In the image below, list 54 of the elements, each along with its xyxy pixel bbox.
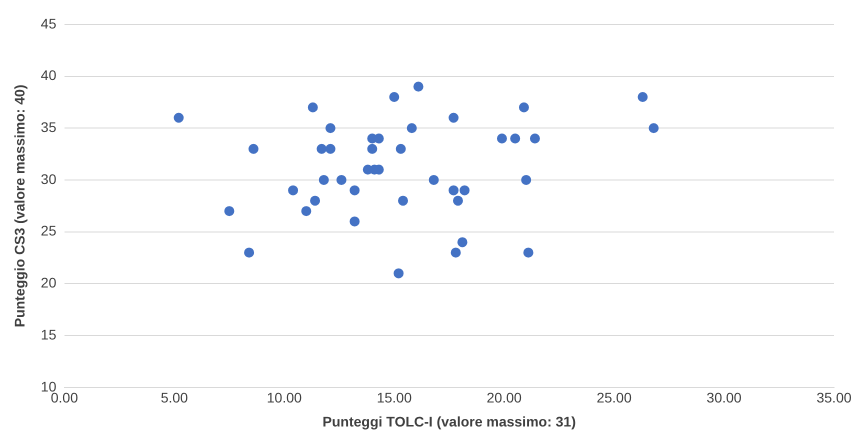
point	[448, 185, 459, 196]
x-tick-label: 15.00	[376, 390, 412, 406]
point	[648, 123, 659, 134]
point	[521, 174, 532, 185]
point	[336, 174, 346, 185]
point	[174, 112, 184, 123]
point	[350, 216, 360, 226]
point	[288, 185, 298, 196]
point	[496, 133, 507, 144]
point	[523, 248, 534, 258]
y-tick-label: 15	[40, 326, 57, 342]
x-tick-label: 30.00	[706, 390, 742, 406]
x-tick-label: 20.00	[486, 390, 522, 406]
y-tick-label: 30	[40, 170, 57, 187]
point	[460, 185, 470, 196]
point	[389, 92, 400, 102]
point	[316, 144, 327, 154]
x-tick-label: 35.00	[816, 390, 852, 406]
point	[406, 123, 417, 134]
point	[530, 133, 540, 144]
point	[310, 196, 320, 206]
point	[510, 133, 520, 144]
point	[428, 174, 439, 185]
point	[325, 123, 336, 134]
y-tick-label: 40	[40, 67, 57, 84]
point	[394, 268, 404, 278]
point	[638, 92, 648, 102]
y-tick-label: 10	[40, 378, 57, 394]
point	[413, 82, 424, 92]
point	[396, 144, 406, 154]
y-tick-label: 25	[40, 222, 57, 239]
x-tick-label: 10.00	[266, 390, 302, 406]
point	[308, 102, 318, 112]
y-tick-label: 45	[40, 15, 57, 32]
point	[518, 102, 529, 112]
point	[452, 196, 463, 206]
x-tick-label: 25.00	[596, 390, 632, 406]
y-tick-label: 20	[40, 274, 57, 291]
point	[318, 174, 329, 185]
y-axis-title: Punteggio CS3 (valore massimo: 40)	[11, 84, 28, 328]
point	[448, 112, 459, 123]
point	[457, 237, 468, 248]
x-axis-title: Punteggi TOLC-I (valore massimo: 31)	[322, 413, 576, 430]
point	[367, 144, 378, 154]
point	[398, 196, 408, 206]
x-tick-label: 5.00	[160, 390, 188, 406]
point	[224, 206, 234, 216]
point	[244, 248, 254, 258]
y-tick-label: 35	[40, 118, 57, 135]
point	[325, 144, 336, 154]
point	[248, 144, 258, 154]
point	[301, 206, 312, 216]
point	[450, 248, 461, 258]
point	[350, 185, 360, 196]
